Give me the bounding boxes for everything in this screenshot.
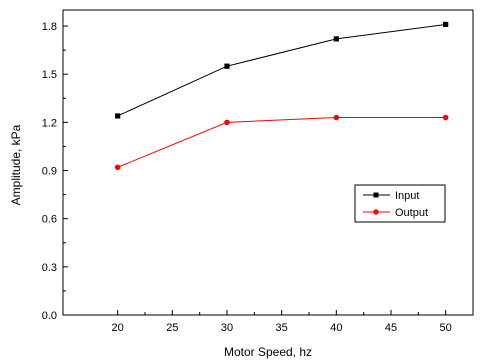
x-tick-label: 25: [166, 322, 178, 334]
legend-output-marker: [373, 209, 379, 215]
series-input-point: [333, 36, 339, 42]
y-tick-label: 0.9: [42, 166, 57, 178]
x-tick-label: 35: [276, 322, 288, 334]
y-tick-label: 0.6: [42, 214, 57, 226]
legend-box: [354, 184, 446, 223]
x-tick-label: 20: [112, 322, 124, 334]
x-tick-label: 45: [385, 322, 397, 334]
y-tick-label: 1.2: [42, 117, 57, 129]
series-input-line: [117, 23, 446, 117]
plot-frame: [62, 9, 474, 316]
x-axis-ticks: 20 25 30 35 40 45 50: [62, 310, 474, 334]
x-axis-label: Motor Speed, hz: [224, 345, 312, 359]
series-output-line: [117, 117, 446, 168]
series-layer: [114, 21, 449, 171]
series-input-point: [224, 63, 230, 69]
series-output-point: [442, 114, 449, 121]
y-axis-label: Amplitude, kPa: [9, 124, 23, 205]
legend-input-label: Input: [395, 190, 419, 202]
x-tick-label: 40: [330, 322, 342, 334]
series-input-point: [115, 113, 121, 119]
x-tick-label: 50: [440, 322, 452, 334]
series-output-point: [224, 119, 230, 126]
y-tick-label: 1.5: [42, 69, 57, 81]
x-tick-label: 30: [221, 322, 233, 334]
y-axis-ticks: 0.0 0.3 0.6 0.9 1.2 1.5 1.8: [42, 21, 68, 322]
legend-input-marker: [373, 192, 379, 198]
series-input-point: [443, 21, 449, 28]
y-tick-label: 1.8: [42, 21, 57, 33]
legend: Input Output: [354, 184, 446, 223]
legend-output-label: Output: [395, 207, 428, 219]
series-output-point: [114, 164, 121, 171]
y-tick-label: 0.0: [42, 310, 57, 322]
series-output-point: [333, 114, 340, 121]
y-tick-label: 0.3: [42, 262, 57, 274]
